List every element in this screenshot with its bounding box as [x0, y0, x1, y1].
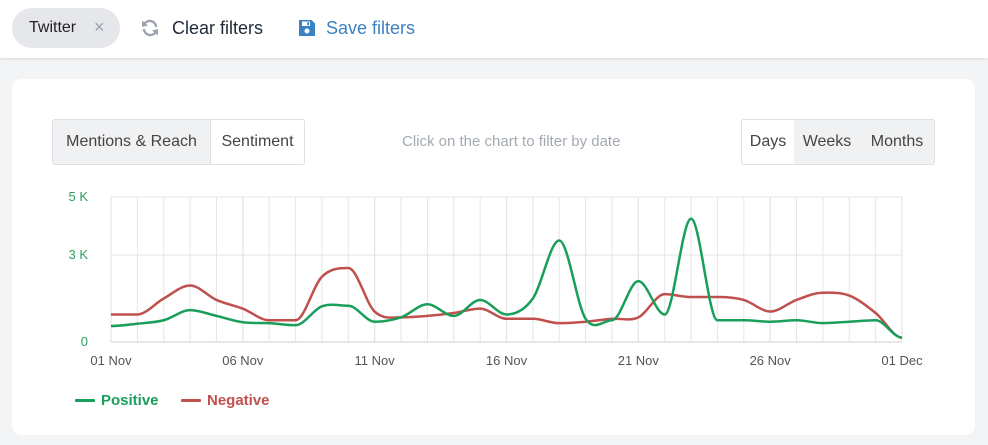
x-tick-label: 26 Nov — [750, 353, 792, 368]
refresh-icon — [142, 19, 158, 37]
x-tick-label: 21 Nov — [618, 353, 660, 368]
floppy-disk-icon — [299, 20, 315, 36]
x-tick-label: 01 Nov — [90, 353, 132, 368]
close-icon[interactable]: × — [94, 17, 105, 37]
x-tick-label: 01 Dec — [881, 353, 923, 368]
y-tick-label: 5 K — [68, 189, 88, 204]
series-line-positive — [110, 217, 903, 339]
filter-chip-label: Twitter — [29, 19, 77, 36]
chart-card: Mentions & Reach Sentiment Click on the … — [12, 79, 975, 435]
legend-positive-label: Positive — [101, 392, 159, 409]
legend-negative-label: Negative — [207, 392, 270, 409]
tab-sentiment[interactable]: Sentiment — [210, 120, 304, 164]
x-tick-label: 06 Nov — [222, 353, 264, 368]
period-days[interactable]: Days — [742, 120, 794, 164]
filter-bar: Twitter × Clear filters Save filters — [0, 0, 988, 58]
series-line-negative — [111, 266, 903, 339]
chart-hint: Click on the chart to filter by date — [402, 133, 621, 150]
save-filters-label: Save filters — [326, 17, 416, 38]
y-tick-label: 0 — [81, 334, 88, 349]
filter-chip-twitter[interactable]: Twitter × — [12, 8, 120, 48]
clear-filters-label: Clear filters — [172, 17, 264, 38]
legend-positive-swatch — [75, 399, 95, 402]
clear-filters-button[interactable]: Clear filters — [140, 14, 263, 42]
legend-positive[interactable]: Positive — [75, 392, 159, 409]
period-tabs: Days Weeks Months — [741, 119, 935, 165]
sentiment-line-chart[interactable]: 0 3 K 5 K 01 Nov 06 Nov 11 Nov 16 Nov 21 Nov 26 … — [12, 79, 975, 435]
x-tick-label: 11 Nov — [355, 353, 396, 368]
period-weeks[interactable]: Weeks — [794, 120, 860, 164]
save-filters-button[interactable]: Save filters — [298, 14, 415, 42]
y-tick-label: 3 K — [68, 247, 88, 262]
legend-negative-swatch — [181, 399, 201, 402]
period-months[interactable]: Months — [860, 120, 934, 164]
tab-mentions-reach[interactable]: Mentions & Reach — [53, 120, 210, 164]
metric-tabs: Mentions & Reach Sentiment — [52, 119, 305, 165]
legend-negative[interactable]: Negative — [181, 392, 270, 409]
x-tick-label: 16 Nov — [486, 353, 528, 368]
